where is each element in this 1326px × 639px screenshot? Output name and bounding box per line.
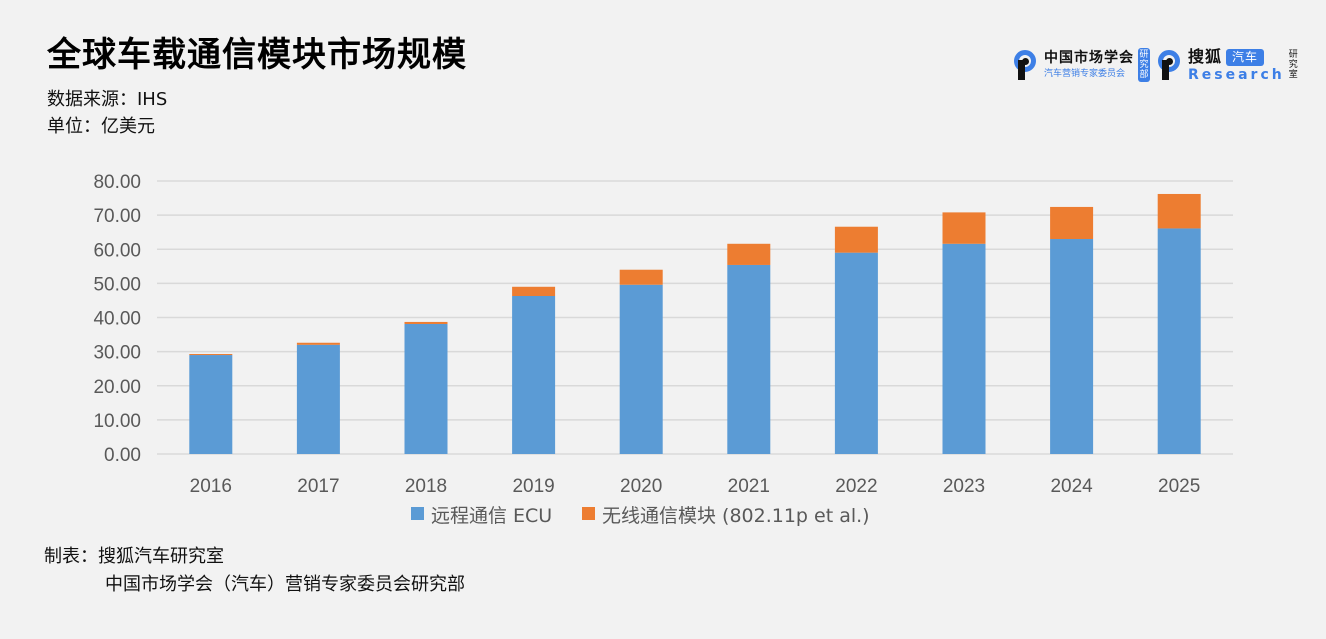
x-tick-label: 2018: [405, 476, 447, 497]
y-tick-label: 30.00: [93, 343, 141, 364]
bar-segment-ecu: [404, 323, 448, 454]
bar-segment-ecu: [1157, 228, 1201, 454]
cma-subname: 汽车营销专家委员会: [1044, 69, 1126, 79]
y-tick-label: 20.00: [93, 377, 141, 398]
y-tick-label: 50.00: [93, 274, 141, 295]
bars: [189, 193, 1201, 454]
bar-segment-ecu: [942, 243, 986, 454]
sohu-auto-badge: 汽车: [1226, 48, 1265, 66]
x-tick-label: 2024: [1050, 476, 1093, 497]
y-tick-label: 70.00: [93, 206, 141, 227]
y-axis-ticks: 0.00 10.00 20.00 30.00 40.00 50.00 60.00 70.00 8…: [93, 172, 141, 466]
sohu-logo-text: 搜狐 汽车 Research: [1188, 47, 1285, 83]
bar-segment-wireless: [727, 243, 771, 265]
bar-segment-ecu: [512, 296, 556, 454]
sohu-name: 搜狐: [1188, 47, 1223, 66]
bar-segment-wireless: [404, 321, 448, 324]
sohu-logo-icon: [1156, 48, 1186, 82]
data-source: 数据来源：IHS: [47, 89, 168, 110]
bar-segment-ecu: [834, 252, 878, 454]
sohu-research: Research: [1188, 67, 1285, 83]
bar-segment-ecu: [1050, 239, 1094, 454]
x-tick-label: 2020: [620, 476, 662, 497]
x-tick-label: 2016: [190, 476, 232, 497]
y-tick-label: 10.00: [93, 411, 141, 432]
legend-label: 无线通信模块 (802.11p et al.): [602, 505, 870, 527]
legend-label: 远程通信 ECU: [431, 505, 552, 527]
x-tick-label: 2025: [1158, 476, 1200, 497]
y-tick-label: 80.00: [93, 172, 141, 193]
cma-logo-icon: [1012, 48, 1042, 82]
bar-segment-wireless: [834, 226, 878, 253]
y-tick-label: 60.00: [93, 240, 141, 261]
cma-logo-text: 中国市场学会 汽车营销专家委员会: [1044, 49, 1134, 81]
bar-segment-ecu: [727, 264, 771, 454]
bar-segment-wireless: [296, 342, 340, 345]
logo-group: 中国市场学会 汽车营销专家委员会 研究部 搜狐 汽车 Research 研究室: [1012, 45, 1299, 85]
legend-swatch: [582, 507, 595, 520]
credit-line-2: 中国市场学会（汽车）营销专家委员会研究部: [105, 574, 465, 595]
bar-segment-ecu: [619, 284, 663, 454]
legend: 远程通信 ECU 无线通信模块 (802.11p et al.): [411, 505, 870, 527]
bar-segment-ecu: [189, 355, 233, 454]
sohu-lab-label: 研究室: [1288, 50, 1298, 80]
y-tick-label: 40.00: [93, 309, 141, 330]
x-tick-label: 2019: [512, 476, 554, 497]
bar-segment-wireless: [512, 286, 556, 297]
legend-swatch: [411, 507, 424, 520]
bar-segment-ecu: [296, 344, 340, 454]
credit-line-1: 制表：搜狐汽车研究室: [44, 546, 224, 567]
cma-badge: 研究部: [1138, 48, 1150, 82]
bar-segment-wireless: [189, 354, 233, 356]
cma-name: 中国市场学会: [1044, 50, 1134, 66]
x-tick-label: 2021: [728, 476, 770, 497]
x-tick-label: 2017: [297, 476, 339, 497]
bar-segment-wireless: [942, 212, 986, 244]
unit-label: 单位：亿美元: [47, 116, 155, 137]
x-tick-label: 2023: [943, 476, 985, 497]
bar-segment-wireless: [1157, 193, 1201, 229]
bar-segment-wireless: [1050, 206, 1094, 240]
x-axis-ticks: 2016 2017 2018 2019 2020 2021 2022 2023 2024 2025: [190, 476, 1201, 497]
bar-segment-wireless: [619, 269, 663, 285]
y-tick-label: 0.00: [104, 445, 141, 466]
x-tick-label: 2022: [835, 476, 877, 497]
chart-title: 全球车载通信模块市场规模: [47, 35, 467, 75]
